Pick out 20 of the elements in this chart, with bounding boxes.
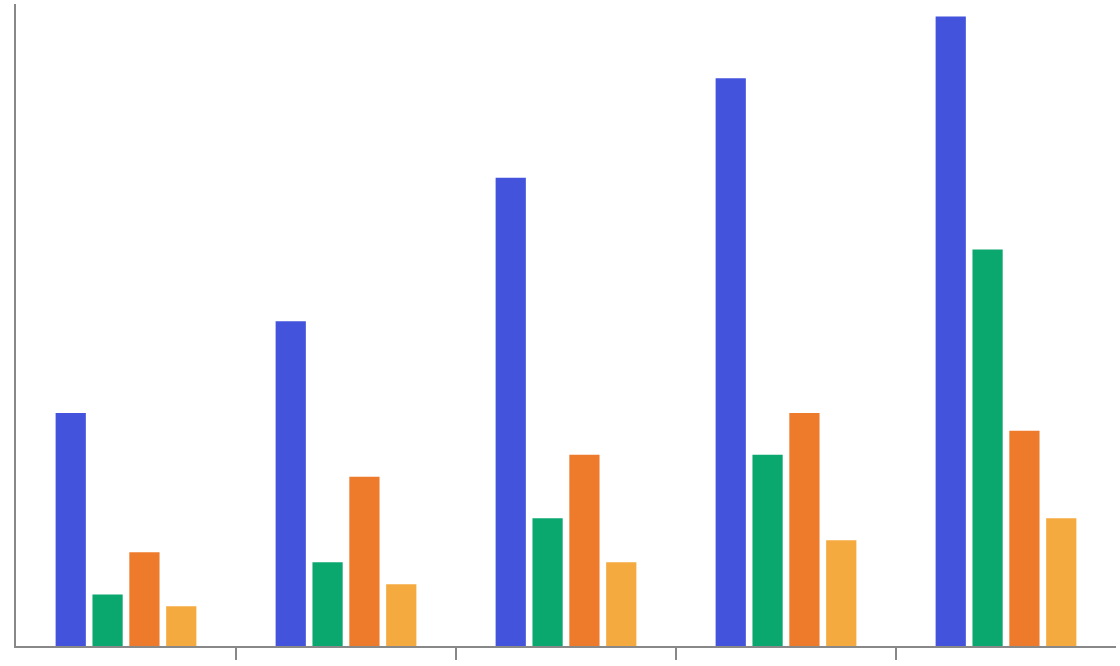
- bar: [935, 16, 966, 646]
- bar: [826, 540, 857, 646]
- bar: [789, 413, 820, 646]
- bar: [715, 78, 746, 646]
- bar: [386, 584, 417, 646]
- bar: [92, 594, 123, 646]
- bar: [569, 454, 600, 646]
- bar: [1046, 518, 1077, 646]
- bar: [55, 413, 86, 646]
- bar: [606, 562, 637, 646]
- bar: [129, 552, 160, 646]
- bar: [752, 454, 783, 646]
- bar: [532, 518, 563, 646]
- bar: [495, 177, 526, 646]
- bar: [1009, 430, 1040, 646]
- bar: [972, 249, 1003, 646]
- bar: [166, 606, 197, 646]
- bar: [312, 562, 343, 646]
- bar: [275, 321, 306, 646]
- bar: [349, 476, 380, 646]
